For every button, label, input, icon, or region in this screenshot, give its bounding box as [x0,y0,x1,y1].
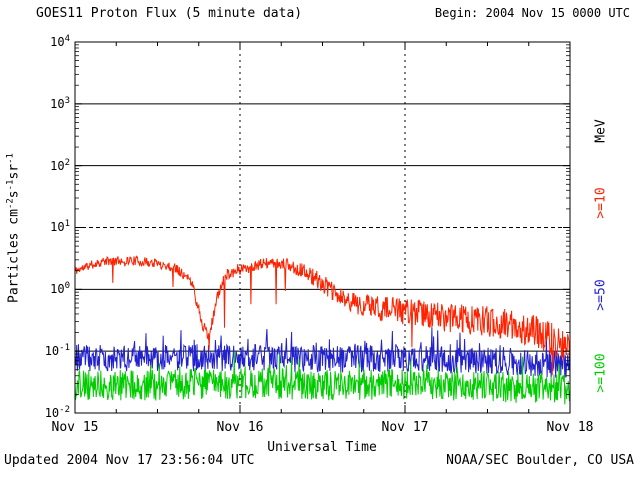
series-line-ge100 [74,351,571,405]
legend-ge100-label: >=100 [593,353,609,393]
y-tick-10e-2: 10-2 [44,405,70,420]
y-tick-10e1: 101 [50,219,70,234]
y-tick-10e3: 103 [50,96,70,111]
source-attribution: NOAA/SEC Boulder, CO USA [446,453,634,468]
legend-ge10-label: >=10 [593,187,609,219]
legend-ge50-label: >=50 [593,279,609,311]
x-tick-nov17: Nov 17 [381,420,429,435]
chart-title: GOES11 Proton Flux (5 minute data) [36,6,303,21]
series-line-ge50 [74,327,571,378]
x-axis-label: Universal Time [267,440,377,455]
y-tick-10e2: 102 [50,158,70,173]
x-tick-nov18: Nov 18 [546,420,594,435]
updated-timestamp: Updated 2004 Nov 17 23:56:04 UTC [4,453,255,468]
x-tick-nov16: Nov 16 [216,420,264,435]
y-tick-10e4: 104 [50,34,70,49]
y-tick-10e-1: 10-1 [44,343,70,358]
begin-time-label: Begin: 2004 Nov 15 0000 UTC [434,6,630,20]
x-tick-nov15: Nov 15 [51,420,99,435]
legend-unit-mev: MeV [593,119,609,143]
y-tick-10e0: 100 [50,281,70,296]
series-line-ge10 [74,255,571,376]
